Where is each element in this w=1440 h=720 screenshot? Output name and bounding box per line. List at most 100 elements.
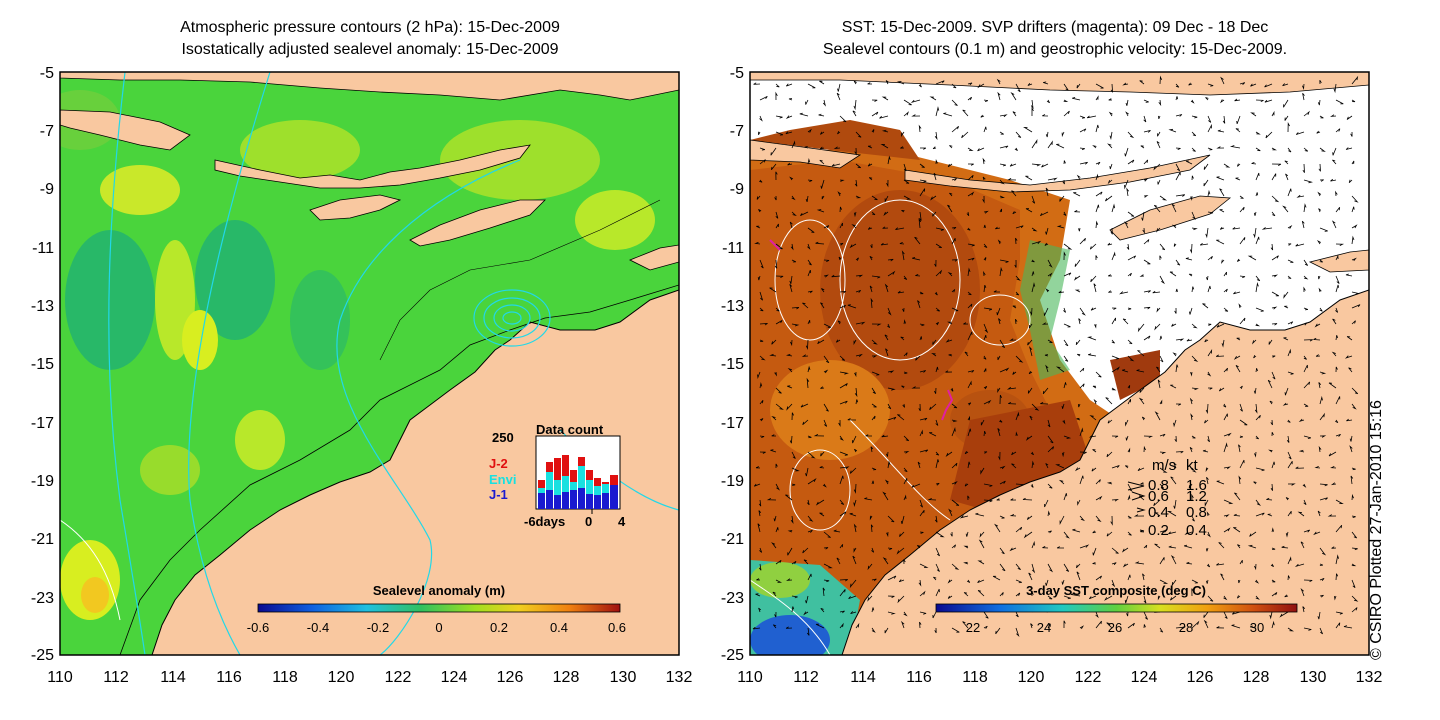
data-count-xtick-zero: 0: [585, 514, 592, 529]
velocity-arrow: [1029, 307, 1033, 316]
velocity-arrow: [1191, 579, 1198, 584]
velocity-arrow: [1111, 366, 1120, 373]
velocity-arrow: [1044, 242, 1049, 246]
velocity-arrow: [854, 448, 858, 453]
velocity-arrow: [934, 291, 938, 296]
legend-ms: 0.2: [1148, 522, 1169, 539]
velocity-arrow: [1203, 619, 1209, 629]
velocity-arrow: [959, 515, 969, 519]
velocity-arrow: [1134, 561, 1145, 565]
velocity-arrow: [853, 523, 857, 533]
velocity-arrow: [1284, 115, 1289, 121]
velocity-arrow: [1143, 611, 1148, 620]
lat-tick: -23: [721, 590, 744, 607]
velocity-arrow: [947, 204, 953, 213]
velocity-arrow: [1303, 110, 1310, 117]
velocity-arrow: [871, 355, 878, 358]
velocity-arrow: [999, 131, 1004, 135]
velocity-arrow: [1223, 499, 1234, 505]
velocity-arrow: [1031, 540, 1035, 549]
velocity-arrow: [871, 387, 876, 394]
velocity-arrow: [1079, 515, 1086, 522]
velocity-arrow: [949, 192, 953, 197]
velocity-arrow: [932, 211, 937, 217]
lon-tick: 112: [103, 669, 129, 686]
velocity-arrow: [757, 371, 761, 379]
velocity-arrow: [1028, 371, 1033, 375]
sst-colorbar-label: 3-day SST composite (deg C): [1026, 583, 1206, 598]
lat-tick: -23: [31, 590, 54, 607]
lat-tick: -5: [40, 65, 54, 82]
velocity-arrow: [1234, 98, 1241, 102]
velocity-arrow: [1319, 147, 1326, 152]
velocity-arrow: [884, 283, 889, 293]
velocity-arrow: [801, 354, 809, 357]
velocity-arrow: [806, 627, 810, 636]
velocity-arrow: [933, 576, 937, 581]
velocity-arrow: [839, 400, 848, 405]
velocity-arrow: [964, 351, 969, 357]
velocity-arrow: [1095, 620, 1102, 629]
velocity-arrow: [1171, 224, 1177, 229]
velocity-arrow: [1351, 291, 1359, 295]
velocity-arrow: [999, 592, 1004, 597]
velocity-arrow: [1023, 531, 1033, 539]
velocity-arrow: [1070, 593, 1081, 597]
velocity-arrow: [929, 403, 937, 410]
velocity-arrow: [852, 555, 857, 565]
velocity-arrow: [999, 465, 1006, 470]
velocity-arrow: [1093, 283, 1097, 293]
velocity-arrow: [1233, 527, 1241, 533]
velocity-arrow: [869, 255, 873, 261]
velocity-arrow: [951, 289, 956, 293]
velocity-arrow: [997, 239, 1002, 245]
velocity-arrow: [1351, 547, 1358, 551]
velocity-arrow: [823, 547, 829, 550]
velocity-arrow: [759, 96, 768, 101]
velocity-arrow: [880, 143, 889, 149]
velocity-arrow: [1271, 195, 1280, 203]
velocity-arrow: [962, 621, 969, 629]
velocity-arrow: [1205, 467, 1209, 472]
velocity-arrow: [1152, 290, 1161, 294]
velocity-arrow: [807, 478, 817, 485]
velocity-arrow: [999, 547, 1005, 555]
velocity-arrow: [881, 129, 889, 133]
velocity-arrow: [839, 610, 845, 614]
velocity-arrow: [819, 466, 825, 469]
velocity-arrow: [1092, 530, 1097, 534]
velocity-arrow: [1351, 467, 1356, 471]
velocity-arrow: [1199, 242, 1209, 246]
velocity-arrow: [787, 530, 793, 533]
lon-tick: 122: [385, 669, 412, 686]
velocity-arrow: [1205, 403, 1209, 415]
velocity-arrow: [1175, 288, 1178, 293]
velocity-arrow: [1217, 129, 1225, 133]
velocity-arrow: [758, 607, 762, 613]
velocity-arrow: [1318, 275, 1321, 280]
legend-j1: J-1: [489, 487, 508, 502]
velocity-arrow: [1188, 273, 1193, 277]
velocity-arrow: [849, 579, 857, 589]
velocity-arrow: [1223, 163, 1231, 168]
velocity-arrow: [1239, 206, 1245, 213]
velocity-arrow: [871, 211, 876, 216]
sst-tick: 24: [1037, 620, 1051, 635]
velocity-arrow: [871, 195, 878, 201]
velocity-arrow: [805, 595, 809, 604]
velocity-arrow: [1063, 620, 1066, 628]
velocity-arrow: [982, 176, 986, 181]
velocity-arrow: [1095, 575, 1102, 581]
velocity-arrow: [1255, 192, 1259, 197]
velocity-arrow: [995, 627, 1001, 635]
velocity-arrow: [916, 545, 921, 549]
velocity-arrow: [1010, 498, 1017, 501]
velocity-arrow: [1127, 494, 1131, 501]
velocity-arrow: [871, 339, 878, 345]
velocity-arrow: [837, 83, 841, 92]
velocity-arrow: [1031, 271, 1035, 277]
velocity-arrow: [1319, 627, 1323, 635]
velocity-arrow: [837, 191, 842, 197]
legend-envi: Envi: [489, 472, 516, 487]
velocity-arrow: [1111, 339, 1115, 344]
